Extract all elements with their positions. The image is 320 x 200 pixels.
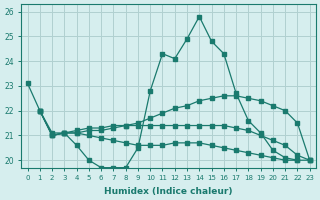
X-axis label: Humidex (Indice chaleur): Humidex (Indice chaleur)	[104, 187, 233, 196]
